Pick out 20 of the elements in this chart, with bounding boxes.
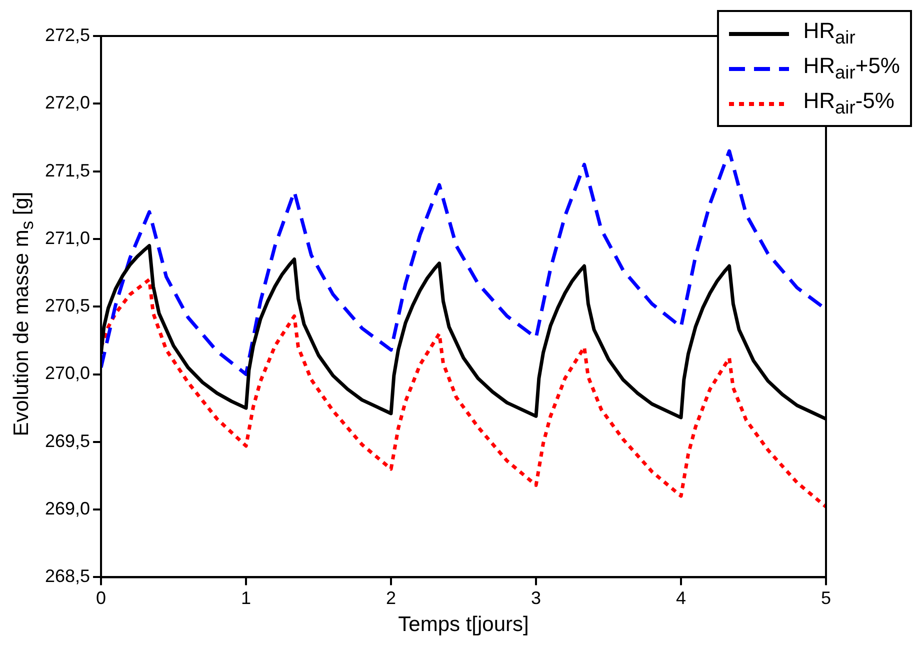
y-tick-label: 271,0 [44, 228, 90, 248]
y-tick-label: 270,0 [44, 363, 90, 384]
line-series [101, 278, 826, 509]
x-tick-label: 5 [820, 588, 832, 608]
legend-label: HR$_{air}$ [803, 18, 856, 49]
x-tick-label: 1 [241, 588, 252, 608]
y-tick-label: 270,5 [44, 296, 90, 316]
y-tick-label: 269,5 [44, 430, 90, 451]
legend-label: HR$_{air}$+5% [803, 53, 900, 84]
x-axis-title: Temps t[jours] [398, 613, 529, 636]
x-tick-label: 2 [386, 588, 396, 608]
y-tick-label: 272,0 [44, 92, 90, 113]
y-tick-label: 268,5 [44, 566, 90, 586]
y-tick-label: 272,5 [44, 24, 90, 45]
y-tick-label: 269,0 [44, 498, 90, 519]
legend-label: HR$_{air}$-5% [803, 88, 894, 119]
x-tick-label: 3 [531, 588, 542, 608]
x-tick-label: 0 [96, 588, 106, 608]
x-tick-label: 4 [676, 588, 686, 608]
y-tick-label: 271,5 [44, 160, 90, 180]
